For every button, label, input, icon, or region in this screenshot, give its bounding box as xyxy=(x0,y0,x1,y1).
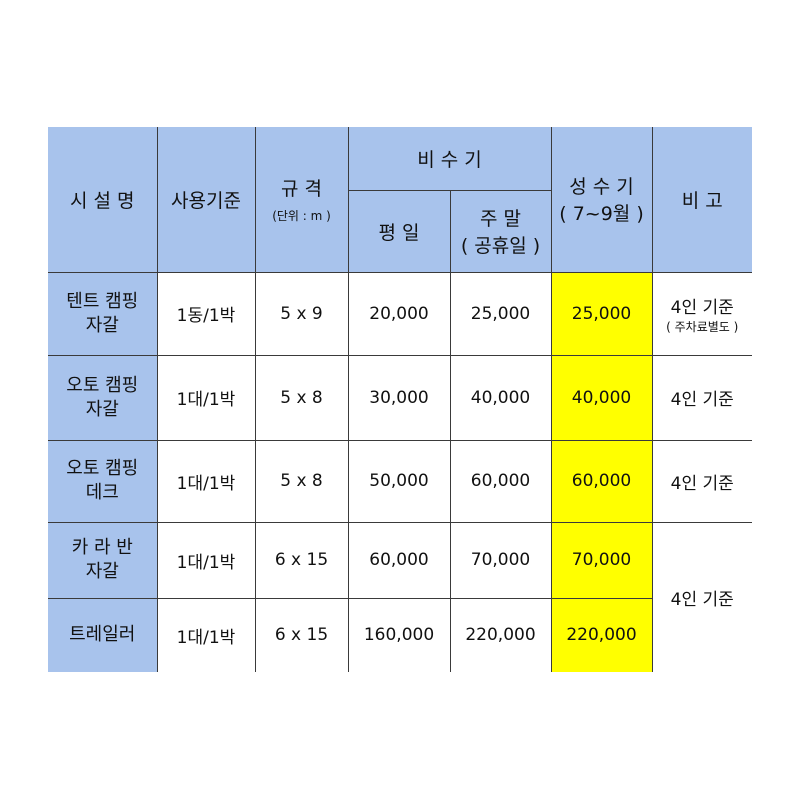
weekday-price: 160,000 xyxy=(347,597,451,672)
header-size-unit: (단위 : m ) xyxy=(272,209,331,224)
header-facility: 시 설 명 xyxy=(48,127,158,273)
weekday-price: 50,000 xyxy=(347,439,451,523)
peak-price: 220,000 xyxy=(550,597,653,672)
facility-line: 자갈 xyxy=(85,314,119,336)
weekend-price: 220,000 xyxy=(449,597,552,672)
peak-price: 70,000 xyxy=(550,521,653,599)
size-cell: 6 x 15 xyxy=(254,597,349,672)
header-weekend-sub: ( 공휴일 ) xyxy=(460,235,541,257)
table-row: 오토 캠핑 자갈 1대/1박 5 x 8 30,000 40,000 40,000… xyxy=(48,354,752,441)
facility-line: 오토 캠핑 xyxy=(66,458,139,479)
usage-cell: 1대/1박 xyxy=(156,597,256,672)
note-cell: 4인 기준 xyxy=(651,439,752,523)
weekday-price: 30,000 xyxy=(347,354,451,441)
facility-line: 자갈 xyxy=(85,561,119,582)
header-off-season: 비 수 기 xyxy=(347,127,552,191)
peak-price: 25,000 xyxy=(550,271,653,356)
header-note: 비 고 xyxy=(651,127,752,273)
peak-price: 40,000 xyxy=(550,354,653,441)
size-cell: 5 x 8 xyxy=(254,354,349,441)
header-peak: 성 수 기 ( 7~9월 ) xyxy=(550,127,653,273)
header-size-label: 규 격 xyxy=(281,178,322,201)
facility-line: 데크 xyxy=(85,482,119,503)
size-cell: 5 x 8 xyxy=(254,439,349,523)
weekend-price: 70,000 xyxy=(449,521,552,599)
table-row: 텐트 캠핑 자갈 1동/1박 5 x 9 20,000 25,000 25,000… xyxy=(48,271,752,356)
table-row: 트레일러 1대/1박 6 x 15 160,000 220,000 220,00… xyxy=(48,597,752,672)
note-sub: ( 주차료별도 ) xyxy=(666,319,739,334)
weekday-price: 20,000 xyxy=(347,271,451,356)
weekend-price: 60,000 xyxy=(449,439,552,523)
usage-cell: 1대/1박 xyxy=(156,521,256,599)
facility-cell: 텐트 캠핑 자갈 xyxy=(48,271,158,356)
weekend-price: 40,000 xyxy=(449,354,552,441)
facility-line: 카 라 반 xyxy=(71,537,133,558)
size-cell: 5 x 9 xyxy=(254,271,349,356)
header-peak-sub: ( 7~9월 ) xyxy=(559,203,644,226)
header-weekend: 주 말 ( 공휴일 ) xyxy=(449,189,552,273)
note-text: 4인 기준 xyxy=(670,297,734,318)
note-cell: 4인 기준( 주차료별도 ) xyxy=(651,271,752,356)
weekend-price: 25,000 xyxy=(449,271,552,356)
facility-line: 텐트 캠핑 xyxy=(66,290,139,312)
pricing-table: 시 설 명 사용기준 규 격 (단위 : m ) 비 수 기 성 수 기 ( 7~9… xyxy=(48,127,752,672)
header-weekend-label: 주 말 xyxy=(480,208,521,230)
header-weekday: 평 일 xyxy=(347,189,451,273)
header-peak-label: 성 수 기 xyxy=(569,176,634,199)
note-cell: 4인 기준 xyxy=(651,354,752,441)
usage-cell: 1대/1박 xyxy=(156,354,256,441)
usage-cell: 1대/1박 xyxy=(156,439,256,523)
weekday-price: 60,000 xyxy=(347,521,451,599)
header-size: 규 격 (단위 : m ) xyxy=(254,127,349,273)
facility-line: 자갈 xyxy=(85,398,119,420)
size-cell: 6 x 15 xyxy=(254,521,349,599)
header-usage: 사용기준 xyxy=(156,127,256,273)
peak-price: 60,000 xyxy=(550,439,653,523)
facility-line: 오토 캠핑 xyxy=(66,374,139,396)
usage-cell: 1동/1박 xyxy=(156,271,256,356)
facility-cell: 트레일러 xyxy=(48,597,158,672)
facility-cell: 오토 캠핑 자갈 xyxy=(48,354,158,441)
note-cell: 4인 기준 xyxy=(651,521,752,672)
